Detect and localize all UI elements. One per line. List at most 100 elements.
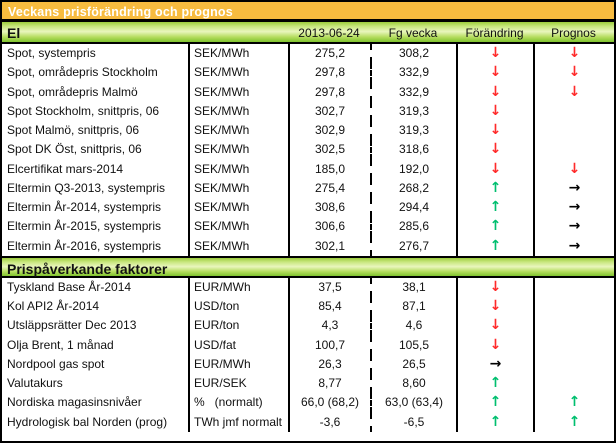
row-unit: SEK/MWh	[188, 82, 288, 102]
row-label: Spot Malmö, snittpris, 06	[7, 123, 140, 137]
section-header-factors: Prispåverkande faktorer	[2, 255, 614, 278]
table-row: Spot Stockholm, snittpris, 06 SEK/MWh 302,…	[2, 101, 614, 121]
table-row: Hydrologisk bal Norden (prog) TWh jmf nor…	[2, 412, 614, 432]
row-unit: TWh jmf normalt	[188, 412, 288, 432]
row-label: Nordiska magasinsnivåer	[7, 395, 142, 410]
change-arrow-cell: ↑	[456, 198, 533, 218]
row-label: Spot Stockholm, snittpris, 06	[7, 103, 160, 118]
value-current: 4,3	[288, 316, 370, 336]
forecast-arrow-cell	[533, 121, 614, 141]
forecast-arrow-cell	[533, 335, 614, 355]
arrow-up-icon: ↑	[489, 218, 502, 235]
table-row: Eltermin År-2014, systempris SEK/MWh 308,6…	[2, 198, 614, 218]
row-label: Elcertifikat mars-2014	[7, 161, 124, 176]
value-previous: 26,5	[370, 354, 456, 374]
value-previous: 4,6	[370, 316, 456, 336]
value-previous: 308,2	[370, 44, 456, 64]
forecast-arrow-cell	[533, 140, 614, 160]
value-current: 308,6	[288, 198, 370, 218]
table-row: Spot Malmö, snittpris, 06 SEK/MWh 302,9 319…	[2, 121, 614, 141]
forecast-arrow-cell	[533, 316, 614, 336]
value-current: 66,0 (68,2)	[288, 393, 370, 413]
column-header-prev-week: Fg vecka	[388, 26, 438, 40]
arrow-up-icon: ↑	[489, 375, 502, 391]
arrow-up-icon: ↑	[489, 179, 502, 196]
table-row: Spot, systempris SEK/MWh 275,2 308,2 ↓ ↓	[2, 44, 614, 64]
arrow-right-icon: →	[568, 199, 581, 215]
row-unit: SEK/MWh	[188, 63, 288, 83]
change-arrow-cell: ↓	[456, 159, 533, 179]
table-row: Kol API2 År-2014 USD/ton 85,4 87,1 ↓	[2, 297, 614, 317]
forecast-arrow-cell	[533, 277, 614, 297]
row-unit: EUR/MWh	[188, 277, 288, 297]
table-row: Olja Brent, 1 månad USD/fat 100,7 105,5 ↓	[2, 335, 614, 355]
column-header-forecast: Prognos	[551, 26, 596, 40]
value-previous: 319,3	[370, 101, 456, 121]
table-row: Valutakurs EUR/SEK 8,77 8,60 ↑	[2, 374, 614, 394]
section-title-factors: Prispåverkande faktorer	[7, 260, 168, 277]
forecast-arrow-cell: ↓	[533, 63, 614, 83]
row-unit: SEK/MWh	[188, 236, 288, 256]
change-arrow-cell: ↑	[456, 217, 533, 237]
section-header-el: El 2013-06-24 Fg vecka Förändring Progno…	[2, 22, 614, 44]
row-unit: EUR/ton	[188, 316, 288, 336]
el-rows-group: Spot, systempris SEK/MWh 275,2 308,2 ↓ ↓ Spot,…	[2, 44, 614, 256]
arrow-down-icon: ↓	[489, 64, 502, 81]
value-previous: 268,2	[370, 178, 456, 198]
value-current: -3,6	[288, 412, 370, 432]
forecast-arrow-cell	[533, 101, 614, 121]
arrow-down-icon: ↓	[489, 336, 502, 353]
arrow-right-icon: →	[489, 355, 502, 372]
arrow-down-icon: ↓	[568, 64, 581, 81]
forecast-arrow-cell: →	[533, 217, 614, 237]
arrow-down-icon: ↓	[489, 160, 502, 177]
forecast-arrow-cell: ↑	[533, 393, 614, 413]
value-current: 85,4	[288, 297, 370, 317]
arrow-up-icon: ↑	[489, 413, 502, 430]
change-arrow-cell: →	[456, 354, 533, 374]
value-previous: 319,3	[370, 121, 456, 141]
value-previous: 294,4	[370, 198, 456, 218]
row-unit: USD/ton	[188, 297, 288, 317]
row-label: Spot DK Öst, snittpris, 06	[7, 142, 142, 157]
value-previous: 332,9	[370, 63, 456, 83]
arrow-down-icon: ↓	[568, 83, 581, 100]
value-current: 37,5	[288, 277, 370, 297]
row-label: Tyskland Base År-2014	[7, 279, 132, 294]
value-current: 306,6	[288, 217, 370, 237]
row-unit: USD/fat	[188, 335, 288, 355]
table-row: Utsläppsrätter Dec 2013 EUR/ton 4,3 4,6 ↓	[2, 316, 614, 336]
arrow-down-icon: ↓	[489, 83, 502, 100]
change-arrow-cell: ↓	[456, 335, 533, 355]
factors-rows-group: Tyskland Base År-2014 EUR/MWh 37,5 38,1 ↓ Kol…	[2, 277, 614, 432]
change-arrow-cell: ↑	[456, 236, 533, 256]
change-arrow-cell: ↓	[456, 277, 533, 297]
value-previous: 63,0 (63,4)	[370, 393, 456, 413]
value-current: 302,5	[288, 140, 370, 160]
change-arrow-cell: ↓	[456, 297, 533, 317]
row-unit: SEK/MWh	[188, 217, 288, 237]
arrow-down-icon: ↓	[489, 102, 502, 119]
row-unit: SEK/MWh	[188, 121, 288, 141]
value-previous: 332,9	[370, 82, 456, 102]
table-row: Eltermin År-2015, systempris SEK/MWh 306,6…	[2, 217, 614, 237]
forecast-arrow-cell: ↑	[533, 412, 614, 432]
forecast-arrow-cell	[533, 374, 614, 394]
forecast-arrow-cell: →	[533, 178, 614, 198]
value-previous: 38,1	[370, 277, 456, 297]
row-unit: SEK/MWh	[188, 198, 288, 218]
arrow-down-icon: ↓	[489, 278, 502, 295]
forecast-arrow-cell	[533, 354, 614, 374]
row-unit: SEK/MWh	[188, 178, 288, 198]
arrow-down-icon: ↓	[489, 122, 502, 138]
arrow-up-icon: ↑	[489, 237, 502, 254]
change-arrow-cell: ↓	[456, 121, 533, 141]
value-current: 297,8	[288, 82, 370, 102]
value-current: 100,7	[288, 335, 370, 355]
value-current: 26,3	[288, 354, 370, 374]
arrow-down-icon: ↓	[489, 317, 502, 334]
value-previous: 8,60	[370, 374, 456, 394]
table-row: Elcertifikat mars-2014 SEK/MWh 185,0 192,0 ↓…	[2, 159, 614, 179]
change-arrow-cell: ↑	[456, 374, 533, 394]
